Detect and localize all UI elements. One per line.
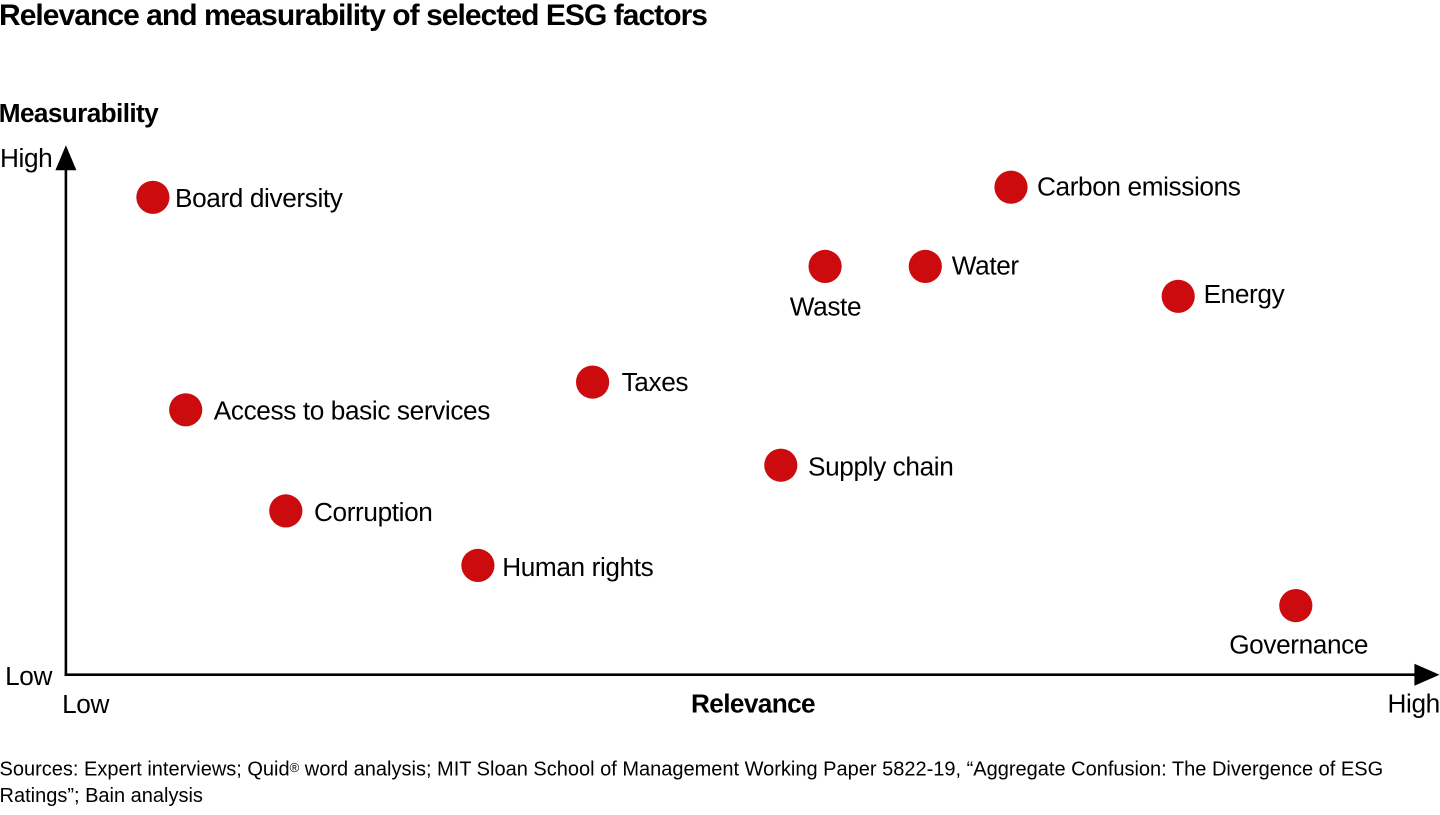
svg-text:Access to basic services: Access to basic services	[214, 396, 490, 426]
svg-text:Low: Low	[5, 661, 52, 691]
svg-text:Waste: Waste	[790, 291, 861, 321]
svg-text:Taxes: Taxes	[622, 367, 689, 397]
svg-text:Ratings”; Bain analysis: Ratings”; Bain analysis	[0, 785, 203, 807]
svg-text:Water: Water	[952, 251, 1020, 281]
svg-text:Carbon emissions: Carbon emissions	[1037, 171, 1241, 201]
svg-text:High: High	[1388, 689, 1440, 719]
svg-text:Relevance and measurability of: Relevance and measurability of selected …	[0, 0, 707, 32]
svg-text:Measurability: Measurability	[0, 98, 159, 128]
svg-text:Sources: Expert interviews; Qu: Sources: Expert interviews; Quid® word a…	[0, 759, 1383, 781]
svg-text:Energy: Energy	[1204, 279, 1286, 309]
svg-text:Supply chain: Supply chain	[808, 452, 953, 482]
svg-text:Relevance: Relevance	[691, 689, 815, 719]
svg-text:Corruption: Corruption	[314, 497, 432, 527]
svg-text:Governance: Governance	[1229, 629, 1368, 659]
svg-text:High: High	[0, 143, 52, 173]
svg-text:Low: Low	[62, 689, 109, 719]
svg-text:Board diversity: Board diversity	[175, 183, 344, 213]
svg-text:Human rights: Human rights	[502, 552, 653, 582]
